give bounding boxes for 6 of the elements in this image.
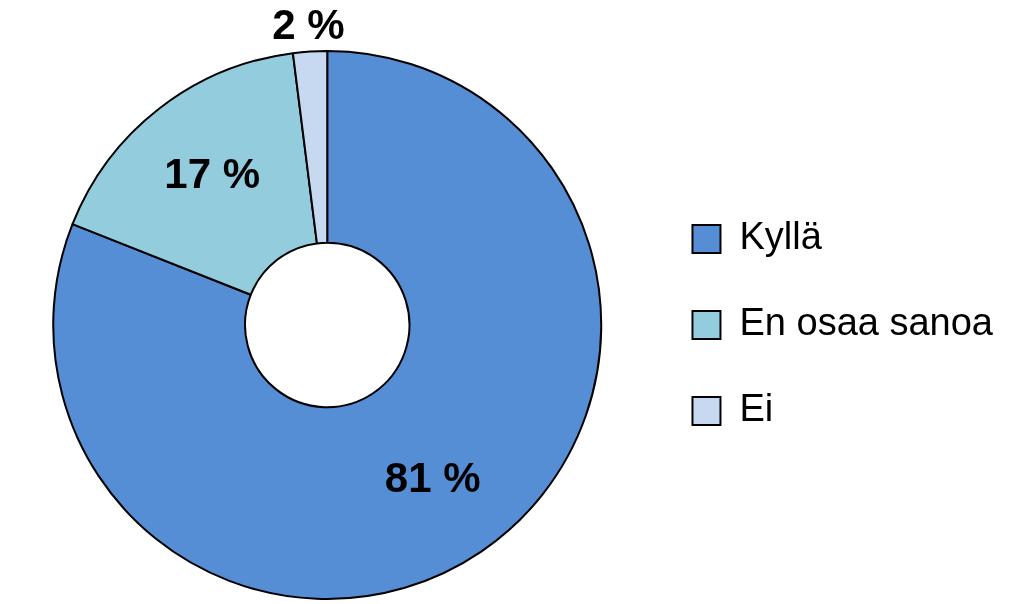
- legend-label: En osaa sanoa: [739, 301, 994, 344]
- data-label: 17 %: [164, 150, 261, 198]
- legend-label: Ei: [739, 387, 774, 430]
- data-label: 2 %: [272, 1, 345, 49]
- legend-label: Kyllä: [739, 215, 823, 258]
- data-label: 81 %: [384, 453, 481, 501]
